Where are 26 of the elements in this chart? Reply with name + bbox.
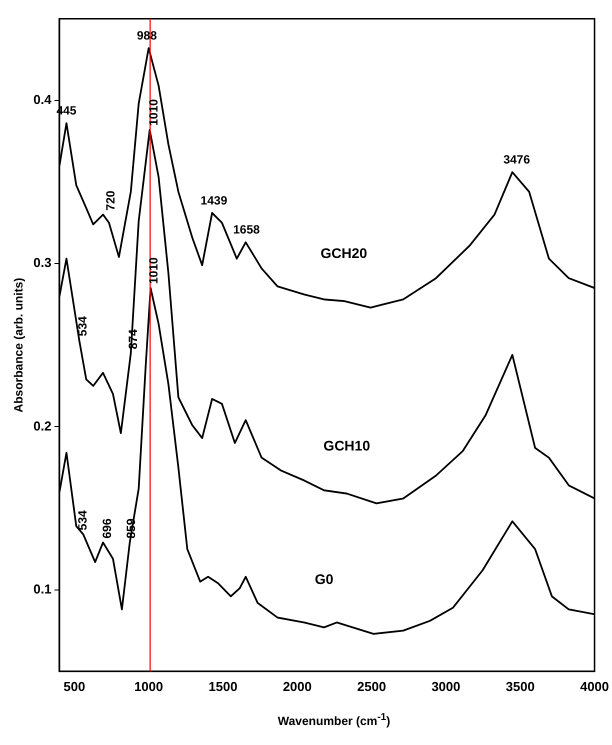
y-tick-label: 0.4 [33,92,52,107]
y-tick-label: 0.3 [33,255,52,270]
annotation: 534 [76,510,90,530]
y-tick-label: 0.1 [33,581,52,596]
x-tick-label: 3500 [506,678,535,694]
x-tick-label: 1500 [208,678,238,694]
x-tick-label: 3000 [431,678,460,694]
annotation: 1010 [146,256,160,284]
annotation: 1010 [146,98,160,126]
x-tick-label: 4000 [580,678,609,694]
text: GCH20 [320,244,368,261]
annotation: 720 [103,190,118,211]
text: GCH10 [323,437,370,454]
annotation: 3476 [503,152,530,166]
x-tick-label: 2000 [282,678,312,694]
text: G0 [314,571,334,588]
x-tick-label: 500 [63,678,86,694]
x-axis-title: Wavenumber (cm$^{-1}$) [276,712,392,728]
annotation: 696 [100,518,114,539]
x-tick-label: 1000 [134,678,164,694]
annotation: 1439 [200,193,228,208]
annotation: 534 [76,316,90,336]
x-tick-label: 2500 [357,678,386,694]
y-tick-label: 0.2 [33,418,52,434]
y-axis-title: Absorbance (arb. units) [12,278,26,412]
annotation: 1658 [233,222,260,237]
